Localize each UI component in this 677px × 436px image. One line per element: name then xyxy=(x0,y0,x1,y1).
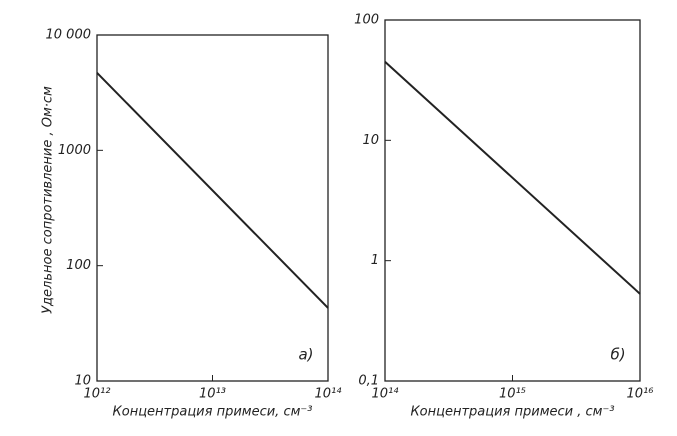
plot-frame xyxy=(384,19,641,382)
y-tick-label: 1000 xyxy=(58,143,91,158)
y-tick-label: 1 xyxy=(371,253,379,268)
plot-frame xyxy=(96,34,329,382)
y-tick-label: 10 xyxy=(362,133,379,148)
x-axis-label: Концентрация примеси, см⁻³ xyxy=(113,405,313,420)
x-tick-label: 10¹⁴ xyxy=(315,387,343,402)
y-axis-label: Удельное сопротивление , Ом·см xyxy=(41,86,56,314)
x-axis-label: Концентрация примеси , см⁻³ xyxy=(410,405,614,420)
x-tick-label: 10¹⁴ xyxy=(372,387,400,402)
data-line xyxy=(384,60,641,295)
y-tick-label: 0,1 xyxy=(358,374,379,389)
x-tick-label: 10¹³ xyxy=(199,387,226,402)
x-tick-label: 10¹² xyxy=(84,387,111,402)
panel-label: б) xyxy=(610,346,625,364)
y-tick-label: 10 000 xyxy=(46,28,92,43)
data-line xyxy=(96,72,329,309)
x-tick-label: 10¹⁵ xyxy=(499,387,526,402)
y-tick-label: 10 xyxy=(74,374,91,389)
x-tick-label: 10¹⁶ xyxy=(627,387,654,402)
y-tick-label: 100 xyxy=(66,258,91,273)
y-tick-label: 100 xyxy=(354,13,379,28)
panel-label: а) xyxy=(298,346,313,364)
